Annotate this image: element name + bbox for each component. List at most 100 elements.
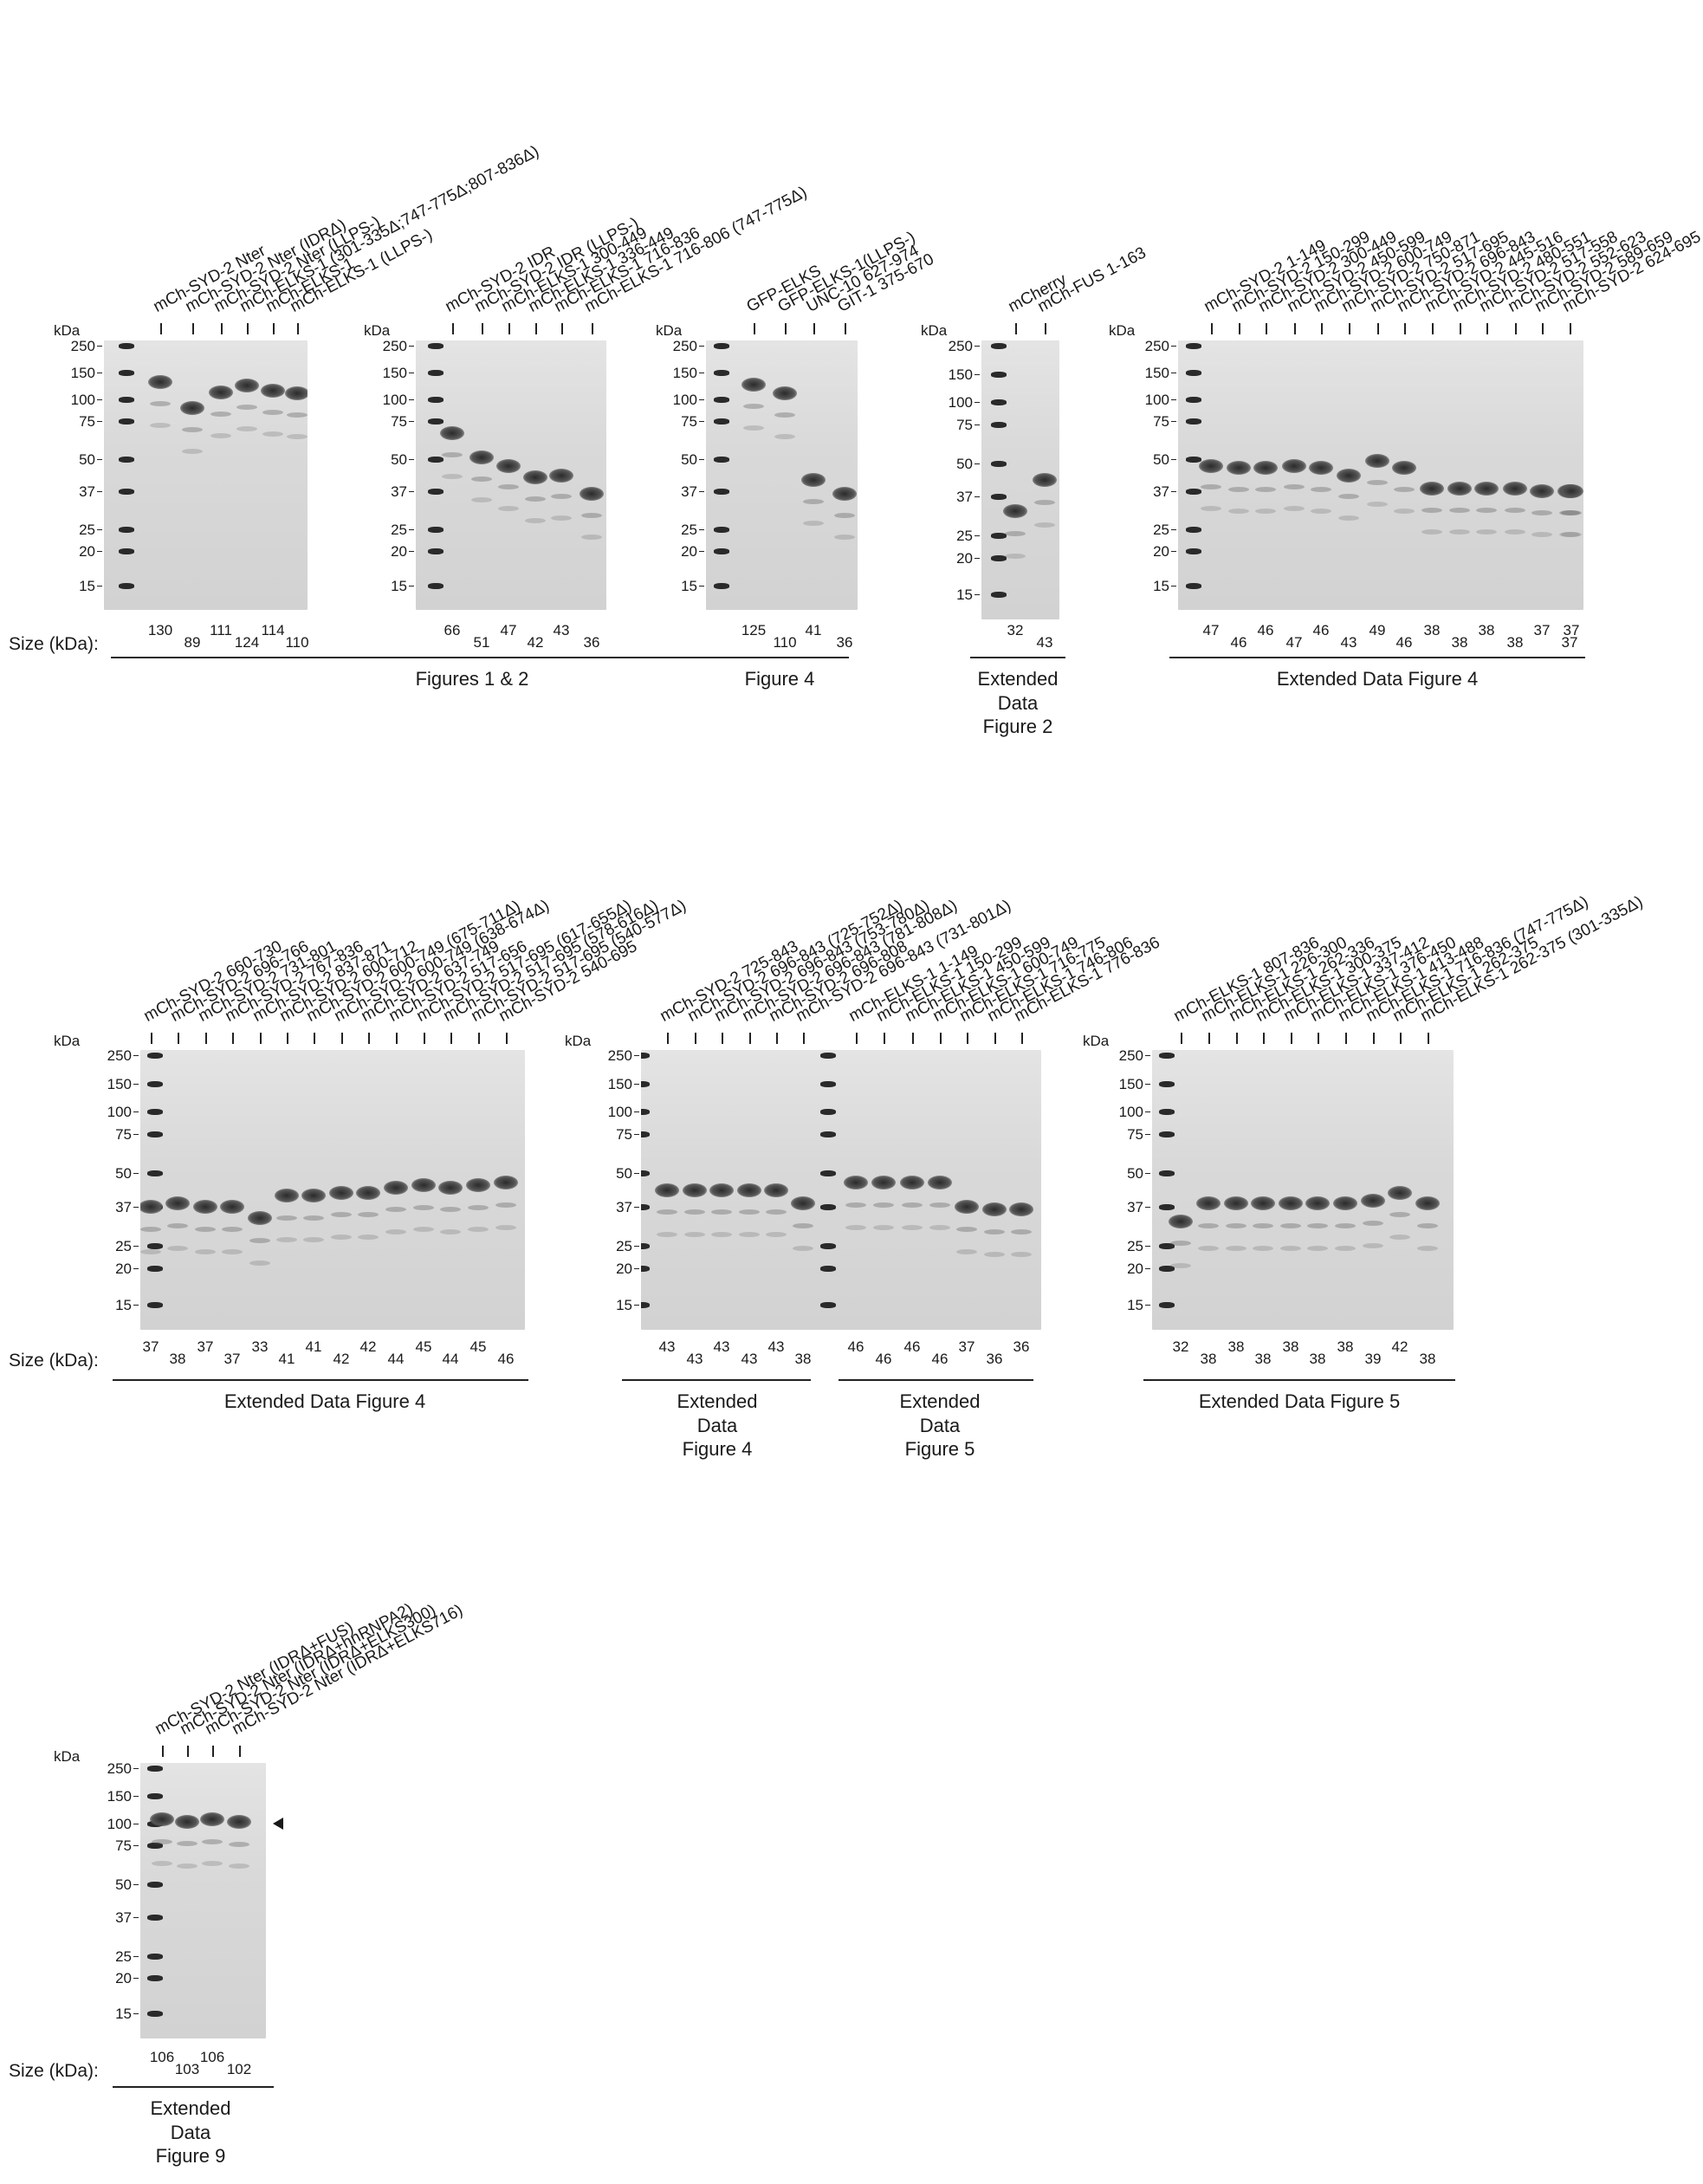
marker-tick: [409, 550, 414, 552]
lane-size: 42: [1391, 1338, 1408, 1355]
lane-size: 43: [741, 1351, 758, 1367]
lane-tick: [368, 1033, 370, 1044]
minor-band: [984, 1251, 1005, 1257]
marker-label-25: 25: [616, 1238, 632, 1255]
gel-image: [140, 1050, 525, 1330]
minor-band: [140, 1226, 161, 1232]
ladder-band: [991, 421, 1007, 428]
minor-band: [262, 410, 283, 416]
protein-band: [1224, 1196, 1248, 1211]
protein-band: [709, 1183, 734, 1197]
lane-size: 46: [1395, 634, 1413, 651]
marker-tick: [409, 399, 414, 401]
lane-tick: [452, 323, 454, 334]
ladder-band: [641, 1243, 650, 1250]
ladder-band: [147, 1843, 163, 1850]
lane-size: 37: [223, 1351, 241, 1367]
protein-band: [1559, 484, 1583, 499]
gel-image: [1178, 340, 1583, 610]
lane-tick: [478, 1033, 480, 1044]
minor-band: [956, 1248, 977, 1254]
minor-band: [1228, 487, 1249, 493]
marker-label-75: 75: [115, 1837, 132, 1855]
lane-size: 41: [805, 622, 822, 638]
minor-band: [1367, 480, 1388, 486]
protein-band: [1199, 458, 1223, 473]
lane-size: 44: [442, 1351, 459, 1367]
protein-band: [900, 1175, 924, 1189]
ladder-band: [641, 1203, 650, 1210]
lane-size: 46: [847, 1338, 864, 1355]
lane-size: 42: [527, 634, 544, 651]
marker-tick: [634, 1206, 639, 1208]
lane-tick: [1045, 323, 1046, 334]
lane-tick: [803, 1033, 805, 1044]
protein-band: [1251, 1196, 1275, 1211]
minor-band: [1531, 531, 1552, 537]
marker-label-250: 250: [70, 338, 95, 355]
ladder-band: [820, 1203, 836, 1210]
marker-label-150: 150: [70, 365, 95, 382]
protein-band: [523, 470, 547, 485]
lane-tick: [776, 1033, 778, 1044]
protein-band: [1447, 481, 1472, 496]
protein-band: [982, 1202, 1007, 1217]
marker-tick: [97, 586, 102, 587]
lane-size: 37: [1533, 622, 1551, 638]
minor-band: [210, 412, 231, 418]
protein-band: [773, 386, 797, 401]
minor-band: [1338, 515, 1359, 522]
marker-label-250: 250: [107, 1760, 132, 1778]
ladder-band: [119, 418, 134, 425]
lane-size: 38: [1451, 634, 1468, 651]
lane-size: 46: [497, 1351, 515, 1367]
lane-tick: [813, 323, 815, 334]
lane-tick: [192, 323, 194, 334]
lane-size: 38: [1254, 1351, 1272, 1367]
minor-band: [182, 449, 203, 455]
minor-band: [1338, 494, 1359, 500]
protein-band: [356, 1185, 380, 1200]
lane-size: 43: [1036, 634, 1053, 651]
protein-band: [791, 1196, 815, 1211]
minor-band: [1476, 528, 1497, 535]
minor-band: [413, 1204, 434, 1210]
ladder-band: [1186, 583, 1201, 589]
marker-tick: [975, 594, 980, 596]
minor-band: [276, 1215, 297, 1221]
protein-band: [1392, 461, 1416, 476]
minor-band: [303, 1215, 324, 1221]
marker-label-50: 50: [956, 455, 973, 472]
marker-tick: [133, 1055, 139, 1057]
ladder-band: [1186, 456, 1201, 463]
marker-tick: [634, 1246, 639, 1248]
ladder-band: [147, 1881, 163, 1888]
lane-size: 110: [285, 634, 309, 651]
lane-size: 38: [794, 1351, 812, 1367]
marker-label-50: 50: [1127, 1165, 1143, 1183]
protein-band: [180, 401, 204, 416]
minor-band: [1198, 1223, 1219, 1229]
lane-tick: [396, 1033, 398, 1044]
minor-band: [442, 473, 463, 479]
ladder-band: [641, 1131, 650, 1137]
minor-band: [140, 1248, 161, 1254]
lane-tick: [535, 323, 537, 334]
marker-tick: [133, 1845, 139, 1847]
ladder-band: [1159, 1080, 1175, 1087]
marker-tick: [1145, 1206, 1150, 1208]
protein-band: [261, 384, 285, 399]
gel-image: [1152, 1050, 1454, 1330]
protein-band: [209, 386, 233, 400]
gel-image: [706, 340, 858, 610]
ladder-band: [1186, 548, 1201, 554]
minor-band: [793, 1223, 813, 1229]
lane-size: 51: [473, 634, 490, 651]
lane-size: 47: [1285, 634, 1303, 651]
minor-band: [1201, 506, 1221, 512]
marker-label-100: 100: [607, 1104, 632, 1121]
marker-label-250: 250: [672, 338, 697, 355]
ladder-band: [714, 370, 729, 377]
protein-band: [1003, 504, 1027, 518]
lane-size: 124: [234, 634, 260, 651]
